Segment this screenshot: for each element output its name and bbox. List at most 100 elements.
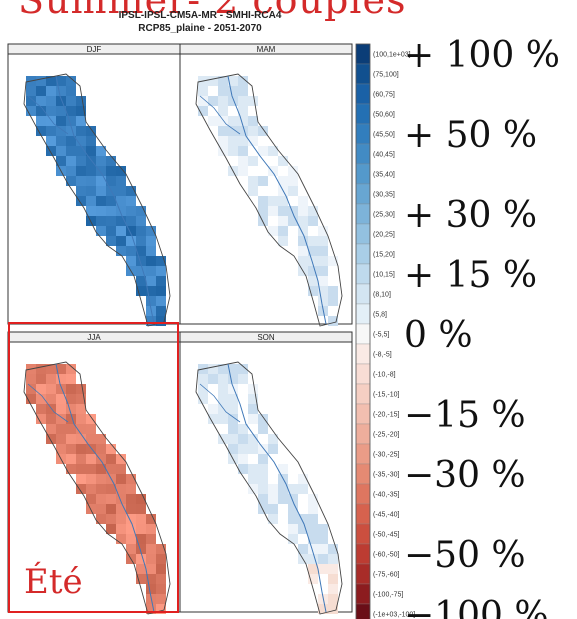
grid-cell xyxy=(126,246,136,256)
grid-cell xyxy=(36,384,46,394)
grid-cell xyxy=(86,206,96,216)
grid-cell xyxy=(116,196,126,206)
grid-cell xyxy=(66,136,76,146)
legend-label: (-50,-45] xyxy=(373,532,400,539)
legend-label: (-45,-40] xyxy=(373,512,400,519)
legend-swatch xyxy=(355,203,371,225)
grid-cell xyxy=(258,206,268,216)
grid-cell xyxy=(318,524,328,534)
grid-cell xyxy=(106,166,116,176)
grid-cell xyxy=(86,414,96,424)
grid-cell xyxy=(66,126,76,136)
grid-cell xyxy=(76,126,86,136)
grid-cell xyxy=(86,464,96,474)
legend-label: (-10,-8] xyxy=(373,372,396,379)
summer-highlight-box xyxy=(8,322,179,613)
plot-title: IPSL-IPSL-CM5A-MR - SMHI-RCA4 xyxy=(118,10,282,21)
grid-cell xyxy=(328,594,338,604)
grid-cell xyxy=(76,414,86,424)
grid-cell xyxy=(328,574,338,584)
grid-cell xyxy=(116,166,126,176)
grid-cell xyxy=(56,444,66,454)
grid-cell xyxy=(318,604,328,614)
grid-cell xyxy=(56,374,66,384)
grid-cell xyxy=(46,384,56,394)
grid-cell xyxy=(198,384,208,394)
legend-label: (-35,-30] xyxy=(373,472,400,479)
grid-cell xyxy=(86,444,96,454)
grid-cell xyxy=(86,186,96,196)
grid-cell xyxy=(66,434,76,444)
grid-cell xyxy=(308,216,318,226)
grid-cell xyxy=(146,534,156,544)
grid-cell xyxy=(258,454,268,464)
grid-cell xyxy=(36,414,46,424)
grid-cell xyxy=(198,106,208,116)
grid-cell xyxy=(318,544,328,554)
grid-cell xyxy=(146,584,156,594)
grid-cell xyxy=(56,434,66,444)
grid-cell xyxy=(228,76,238,86)
grid-cell xyxy=(76,424,86,434)
grid-cell xyxy=(36,116,46,126)
grid-cell xyxy=(106,504,116,514)
grid-cell xyxy=(268,444,278,454)
grid-cell xyxy=(228,384,238,394)
legend-label: (-5,5] xyxy=(373,332,389,339)
grid-cell xyxy=(76,116,86,126)
grid-cell xyxy=(208,96,218,106)
grid-cell xyxy=(126,236,136,246)
grid-cell xyxy=(36,374,46,384)
grid-cell xyxy=(136,286,146,296)
grid-cell xyxy=(238,106,248,116)
grid-cell xyxy=(288,534,298,544)
grid-cell xyxy=(126,514,136,524)
legend-label: (100,1e+03] xyxy=(373,52,411,59)
grid-cell xyxy=(106,454,116,464)
grid-cell xyxy=(208,76,218,86)
grid-cell xyxy=(278,494,288,504)
grid-cell xyxy=(26,96,36,106)
grid-cell xyxy=(298,484,308,494)
grid-cell xyxy=(328,554,338,564)
river-line xyxy=(55,75,155,325)
grid-cell xyxy=(308,236,318,246)
grid-cell xyxy=(96,494,106,504)
grid-cell xyxy=(76,106,86,116)
grid-cell xyxy=(318,534,328,544)
grid-cell xyxy=(36,394,46,404)
legend-swatch xyxy=(355,343,371,365)
grid-cell xyxy=(268,166,278,176)
grid-cell xyxy=(96,444,106,454)
legend-swatch xyxy=(355,543,371,565)
grid-cell xyxy=(76,434,86,444)
grid-cell xyxy=(258,484,268,494)
grid-cell xyxy=(238,464,248,474)
grid-cell xyxy=(56,156,66,166)
grid-cell xyxy=(328,584,338,594)
grid-cell xyxy=(146,604,156,614)
grid-cell xyxy=(136,514,146,524)
grid-cell xyxy=(268,146,278,156)
grid-cell xyxy=(56,146,66,156)
grid-cell xyxy=(56,86,66,96)
grid-cell xyxy=(106,524,116,534)
top-caption: Summer- 2 couples xyxy=(18,0,407,22)
grid-cell xyxy=(86,136,96,146)
grid-cell xyxy=(116,216,126,226)
grid-cell xyxy=(46,146,56,156)
grid-cell xyxy=(156,296,166,306)
basin-outline xyxy=(195,73,343,327)
grid-cell xyxy=(106,514,116,524)
legend-swatch xyxy=(355,583,371,605)
grid-cell xyxy=(136,554,146,564)
grid-cell xyxy=(298,256,308,266)
grid-cell xyxy=(76,404,86,414)
grid-cell xyxy=(116,186,126,196)
legend-swatch xyxy=(355,163,371,185)
river-line xyxy=(227,75,327,325)
grid-cell xyxy=(328,604,338,614)
grid-cell xyxy=(218,414,228,424)
grid-cell xyxy=(218,116,228,126)
legend-label: (-15,-10] xyxy=(373,392,400,399)
